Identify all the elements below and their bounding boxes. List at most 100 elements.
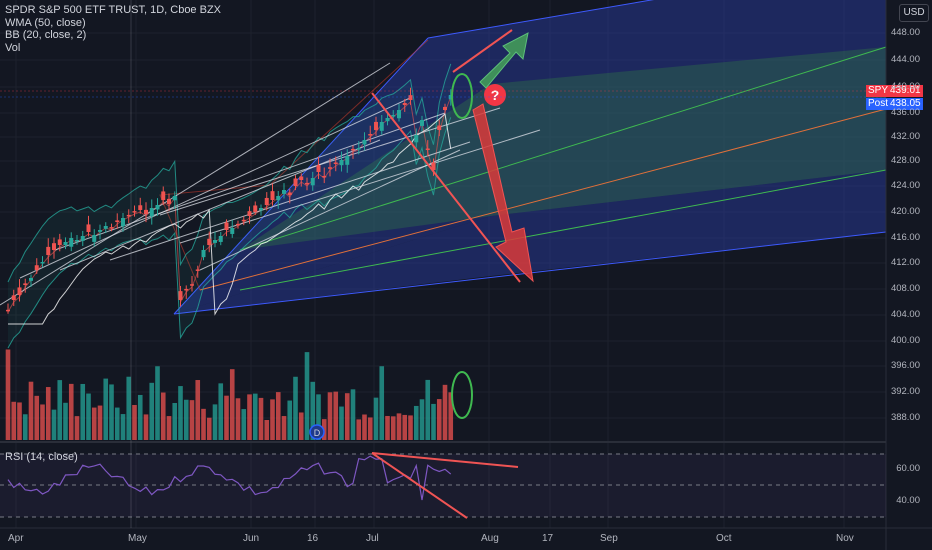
- candle-body: [224, 222, 229, 230]
- candle-body: [333, 162, 338, 164]
- price-tick-label: 424.00: [890, 180, 920, 191]
- candle-body: [397, 110, 401, 119]
- price-tick-label: 388.00: [890, 412, 920, 423]
- candle-body: [172, 196, 177, 201]
- highlight-ellipse-volume: [451, 371, 473, 419]
- volume-bar: [356, 419, 362, 440]
- legend-bb[interactable]: BB (20, close, 2): [5, 29, 87, 41]
- time-tick-label: Aug: [481, 533, 499, 544]
- candle-body: [305, 182, 309, 185]
- question-marker: [484, 84, 506, 106]
- volume-bar: [362, 414, 367, 440]
- candle-body: [339, 160, 344, 166]
- last-price-tag-value: 439.01: [890, 85, 921, 96]
- candle-body: [103, 226, 108, 229]
- volume-bar: [109, 384, 114, 440]
- outer-channel-lower-fill: [174, 170, 886, 314]
- candle-body: [322, 175, 327, 178]
- volume-bar: [367, 417, 373, 440]
- volume-bar: [126, 376, 132, 440]
- volume-bar: [241, 409, 247, 440]
- candle-body: [34, 265, 39, 270]
- volume-bar: [431, 403, 436, 440]
- volume-bar: [350, 389, 356, 440]
- candle-body: [408, 95, 413, 100]
- volume-bar: [212, 404, 218, 440]
- chart-legend[interactable]: SPDR S&P 500 ETF TRUST, 1D, Cboe BZX WMA…: [5, 4, 221, 54]
- candle-body: [241, 219, 246, 222]
- volume-bar: [178, 386, 183, 440]
- price-tick-label: 404.00: [890, 309, 920, 320]
- candle-body: [345, 156, 350, 165]
- volume-bar: [316, 394, 321, 440]
- post-price-tag: Post 438.05: [866, 98, 923, 110]
- time-tick-label: Oct: [716, 533, 732, 544]
- channel-top-line: [427, 0, 655, 39]
- time-tick-label: Sep: [600, 533, 618, 544]
- candle-body: [213, 240, 217, 243]
- volume-bar: [166, 416, 172, 440]
- outer-channel-upper-fill: [174, 0, 886, 314]
- candle-body: [264, 197, 269, 205]
- volume-bar: [373, 397, 379, 440]
- candle-body: [109, 227, 114, 229]
- candle-body: [161, 191, 166, 200]
- volume-bar: [275, 392, 281, 440]
- volume-bar: [287, 400, 293, 440]
- candle-body: [448, 95, 453, 100]
- volume-bar: [183, 399, 189, 440]
- volume-bar: [40, 404, 45, 440]
- price-tick-label: 448.00: [890, 27, 920, 38]
- volume-bar: [229, 369, 235, 440]
- candle-body: [316, 165, 321, 172]
- volume-bars: [5, 349, 454, 440]
- rsi-red-line-upper: [371, 452, 519, 468]
- candle-body: [368, 133, 373, 136]
- volume-bar: [57, 380, 63, 440]
- candle-body: [75, 240, 79, 242]
- rsi-legend[interactable]: RSI (14, close): [5, 451, 78, 463]
- volume-bar: [137, 394, 143, 440]
- volume-bar: [45, 387, 51, 440]
- candle-body: [80, 236, 85, 241]
- time-tick-label: Apr: [8, 533, 24, 544]
- volume-bar: [224, 395, 229, 440]
- grid: [0, 0, 886, 528]
- currency-button[interactable]: USD: [899, 4, 929, 22]
- price-tick-label: 408.00: [890, 283, 920, 294]
- dividend-marker[interactable]: [309, 424, 325, 440]
- volume-bar: [327, 392, 333, 440]
- candle-body: [11, 295, 16, 300]
- time-tick-label: Jul: [366, 533, 379, 544]
- last-price-tag-name: SPY: [868, 85, 889, 96]
- volume-bar: [103, 378, 109, 440]
- dividend-marker-text: D: [314, 428, 321, 438]
- green-up-arrow: [479, 32, 529, 89]
- candle-body: [247, 211, 252, 216]
- trend-line: [59, 139, 381, 271]
- candle-body: [57, 239, 62, 245]
- last-price-tag: SPY 439.01: [866, 85, 923, 97]
- volume-bar: [390, 416, 396, 440]
- volume-bar: [235, 398, 241, 440]
- candle-body: [299, 176, 304, 180]
- volume-bar: [247, 394, 252, 440]
- candle-body: [414, 135, 419, 143]
- candle-body: [132, 211, 137, 213]
- candle-body: [115, 220, 120, 222]
- legend-title: SPDR S&P 500 ETF TRUST, 1D, Cboe BZX: [5, 4, 222, 16]
- time-tick-label: Jun: [243, 533, 260, 544]
- volume-bar: [396, 413, 402, 440]
- question-mark-text: ?: [491, 87, 500, 103]
- candle-body: [23, 283, 28, 285]
- candle-body: [402, 103, 407, 105]
- volume-bar: [442, 384, 448, 440]
- post-price-tag-value: 438.05: [890, 98, 921, 109]
- price-tick-label: 396.00: [890, 360, 920, 371]
- volume-bar: [63, 402, 68, 440]
- legend-vol[interactable]: Vol: [5, 41, 21, 54]
- volume-bar: [298, 412, 304, 440]
- legend-wma[interactable]: WMA (50, close): [5, 16, 86, 29]
- rsi-line: [7, 455, 452, 501]
